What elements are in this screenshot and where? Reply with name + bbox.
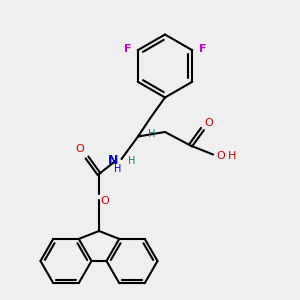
Text: H: H [128, 155, 136, 166]
Text: F: F [199, 44, 206, 54]
Text: O: O [216, 151, 225, 161]
Text: O: O [76, 145, 85, 154]
Text: O: O [204, 118, 213, 128]
Text: H: H [114, 164, 122, 175]
Text: F: F [124, 44, 131, 54]
Text: N: N [107, 154, 118, 167]
Text: H: H [148, 129, 156, 139]
Text: H: H [227, 151, 236, 161]
Text: O: O [100, 196, 109, 206]
